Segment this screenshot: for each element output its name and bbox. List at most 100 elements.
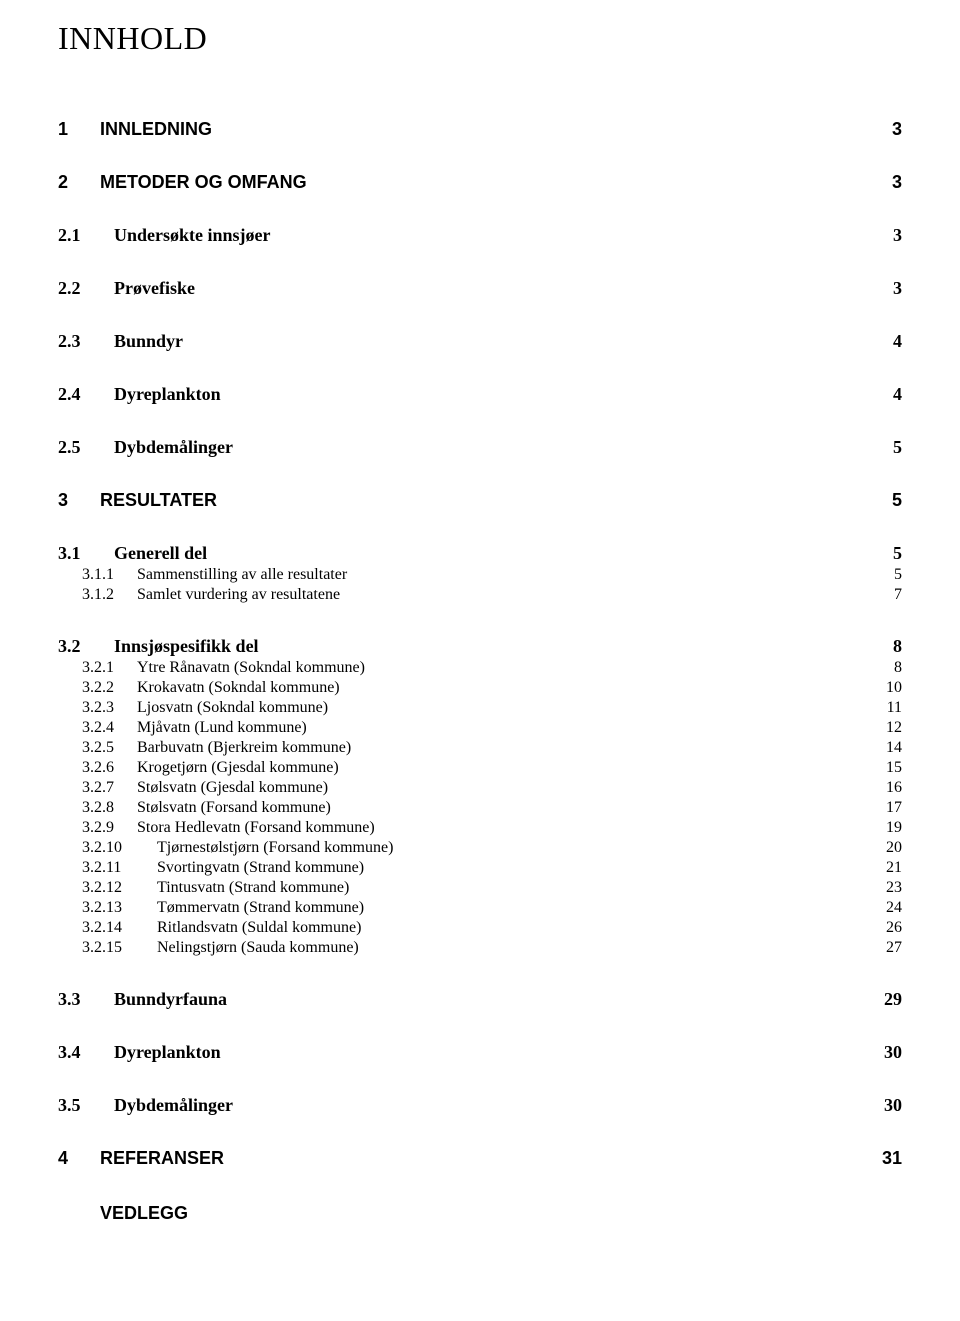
toc-entry-page: 15 bbox=[886, 759, 902, 777]
toc-entry: 3.2.8Stølsvatn (Forsand kommune) 17 bbox=[58, 799, 902, 817]
toc-entry: 3RESULTATER 5 bbox=[58, 490, 902, 511]
toc-entry-page: 31 bbox=[882, 1148, 902, 1169]
toc-entry-number: 3.2.15 bbox=[82, 939, 157, 957]
toc-entry-title: Barbuvatn (Bjerkreim kommune) bbox=[137, 739, 351, 757]
toc-entry-page: 8 bbox=[894, 659, 902, 677]
toc-entry-page: 16 bbox=[886, 779, 902, 797]
toc-entry-title: Stølsvatn (Forsand kommune) bbox=[137, 799, 331, 817]
toc-entry-title: Generell del bbox=[114, 543, 207, 564]
toc-entry: 3.2.9Stora Hedlevatn (Forsand kommune) 1… bbox=[58, 819, 902, 837]
toc-entry-page: 30 bbox=[884, 1042, 902, 1063]
toc-entry-page: 3 bbox=[893, 225, 902, 246]
toc-entry-page: 29 bbox=[884, 989, 902, 1010]
toc-entry-page: 21 bbox=[886, 859, 902, 877]
toc-entry: 3.1Generell del 5 bbox=[58, 543, 902, 564]
toc-entry-title: Dyreplankton bbox=[114, 384, 221, 405]
toc-entry: 3.2.14Ritlandsvatn (Suldal kommune) 26 bbox=[58, 919, 902, 937]
toc-entry-number: 3.2.7 bbox=[82, 779, 137, 797]
toc-entry-page: 5 bbox=[893, 543, 902, 564]
toc-entry-title: Tjørnestølstjørn (Forsand kommune) bbox=[157, 839, 393, 857]
toc-entry: 3.2.12Tintusvatn (Strand kommune) 23 bbox=[58, 879, 902, 897]
toc-entry-number: 3.2.12 bbox=[82, 879, 157, 897]
toc-entry: 3.2.11Svortingvatn (Strand kommune) 21 bbox=[58, 859, 902, 877]
toc-entry: 3.1.2Samlet vurdering av resultatene 7 bbox=[58, 586, 902, 604]
toc-entry: 3.1.1Sammenstilling av alle resultater 5 bbox=[58, 566, 902, 584]
toc-entry-page: 10 bbox=[886, 679, 902, 697]
toc-entry-number: 2.3 bbox=[58, 331, 114, 352]
toc-entry: 3.2.2Krokavatn (Sokndal kommune) 10 bbox=[58, 679, 902, 697]
toc-entry-page: 19 bbox=[886, 819, 902, 837]
toc-entry-title: Stora Hedlevatn (Forsand kommune) bbox=[137, 819, 375, 837]
toc-entry-page: 14 bbox=[886, 739, 902, 757]
toc-entry-page: 5 bbox=[894, 566, 902, 584]
toc-entry-number: 3.2 bbox=[58, 636, 114, 657]
toc-entry-title: Ytre Rånavatn (Sokndal kommune) bbox=[137, 659, 365, 677]
table-of-contents: 1INNLEDNING 3 2METODER OG OMFANG 3 2.1Unde… bbox=[58, 119, 902, 1169]
toc-entry-page: 27 bbox=[886, 939, 902, 957]
toc-entry-title: Prøvefiske bbox=[114, 278, 195, 299]
toc-entry: 2.4Dyreplankton 4 bbox=[58, 384, 902, 405]
toc-entry-number: 3.2.8 bbox=[82, 799, 137, 817]
toc-entry-page: 26 bbox=[886, 919, 902, 937]
toc-entry-title: Ritlandsvatn (Suldal kommune) bbox=[157, 919, 361, 937]
toc-entry: 3.2.4Mjåvatn (Lund kommune) 12 bbox=[58, 719, 902, 737]
toc-entry-page: 20 bbox=[886, 839, 902, 857]
toc-entry-title: Krokavatn (Sokndal kommune) bbox=[137, 679, 340, 697]
toc-entry-title: Stølsvatn (Gjesdal kommune) bbox=[137, 779, 328, 797]
toc-entry-page: 8 bbox=[893, 636, 902, 657]
toc-entry-number: 3.1 bbox=[58, 543, 114, 564]
toc-entry-page: 5 bbox=[893, 437, 902, 458]
toc-entry-title: Sammenstilling av alle resultater bbox=[137, 566, 347, 584]
toc-entry: 2.3Bunndyr 4 bbox=[58, 331, 902, 352]
toc-entry-number: 3.2.13 bbox=[82, 899, 157, 917]
toc-entry: 3.5Dybdemålinger 30 bbox=[58, 1095, 902, 1116]
toc-entry-title: Undersøkte innsjøer bbox=[114, 225, 271, 246]
toc-entry: 3.2.5Barbuvatn (Bjerkreim kommune) 14 bbox=[58, 739, 902, 757]
toc-entry-page: 4 bbox=[893, 331, 902, 352]
toc-entry-page: 30 bbox=[884, 1095, 902, 1116]
toc-entry-number: 2 bbox=[58, 172, 100, 193]
toc-entry-page: 23 bbox=[886, 879, 902, 897]
toc-entry-title: Samlet vurdering av resultatene bbox=[137, 586, 340, 604]
toc-entry-title: REFERANSER bbox=[100, 1148, 224, 1169]
toc-entry-number: 3.2.2 bbox=[82, 679, 137, 697]
toc-entry-page: 3 bbox=[892, 172, 902, 193]
toc-entry-title: Tømmervatn (Strand kommune) bbox=[157, 899, 364, 917]
toc-entry: 3.2.13Tømmervatn (Strand kommune) 24 bbox=[58, 899, 902, 917]
toc-entry: 3.2.15Nelingstjørn (Sauda kommune) 27 bbox=[58, 939, 902, 957]
toc-entry: 2.5Dybdemålinger 5 bbox=[58, 437, 902, 458]
toc-entry-title: Mjåvatn (Lund kommune) bbox=[137, 719, 307, 737]
toc-entry: 3.2.1Ytre Rånavatn (Sokndal kommune) 8 bbox=[58, 659, 902, 677]
toc-entry-number: 3.2.6 bbox=[82, 759, 137, 777]
toc-entry-number: 4 bbox=[58, 1148, 100, 1169]
toc-entry-title: Bunndyrfauna bbox=[114, 989, 227, 1010]
toc-entry: 3.4Dyreplankton 30 bbox=[58, 1042, 902, 1063]
toc-entry-title: Bunndyr bbox=[114, 331, 183, 352]
toc-entry-number: 1 bbox=[58, 119, 100, 140]
toc-entry-title: INNLEDNING bbox=[100, 119, 212, 140]
toc-entry-title: METODER OG OMFANG bbox=[100, 172, 307, 193]
toc-entry-number: 2.5 bbox=[58, 437, 114, 458]
toc-entry-number: 3.2.3 bbox=[82, 699, 137, 717]
toc-entry: 3.2Innsjøspesifikk del 8 bbox=[58, 636, 902, 657]
toc-entry: 3.2.10Tjørnestølstjørn (Forsand kommune)… bbox=[58, 839, 902, 857]
toc-entry-number: 3.4 bbox=[58, 1042, 114, 1063]
toc-entry-title: Svortingvatn (Strand kommune) bbox=[157, 859, 364, 877]
toc-entry-number: 3 bbox=[58, 490, 100, 511]
toc-entry-number: 2.1 bbox=[58, 225, 114, 246]
toc-entry-page: 3 bbox=[893, 278, 902, 299]
toc-entry: 3.2.6Krogetjørn (Gjesdal kommune) 15 bbox=[58, 759, 902, 777]
toc-entry-title: Tintusvatn (Strand kommune) bbox=[157, 879, 349, 897]
toc-entry-title: Dyreplankton bbox=[114, 1042, 221, 1063]
toc-entry-number: 2.2 bbox=[58, 278, 114, 299]
toc-entry-title: Ljosvatn (Sokndal kommune) bbox=[137, 699, 328, 717]
toc-entry-number: 3.3 bbox=[58, 989, 114, 1010]
toc-entry-title: Innsjøspesifikk del bbox=[114, 636, 259, 657]
toc-entry-number: 3.1.1 bbox=[82, 566, 137, 584]
toc-entry-page: 17 bbox=[886, 799, 902, 817]
toc-entry-number: 3.2.1 bbox=[82, 659, 137, 677]
toc-entry-page: 3 bbox=[892, 119, 902, 140]
toc-entry-number: 3.1.2 bbox=[82, 586, 137, 604]
toc-entry-title: Krogetjørn (Gjesdal kommune) bbox=[137, 759, 339, 777]
toc-entry-number: 3.2.5 bbox=[82, 739, 137, 757]
